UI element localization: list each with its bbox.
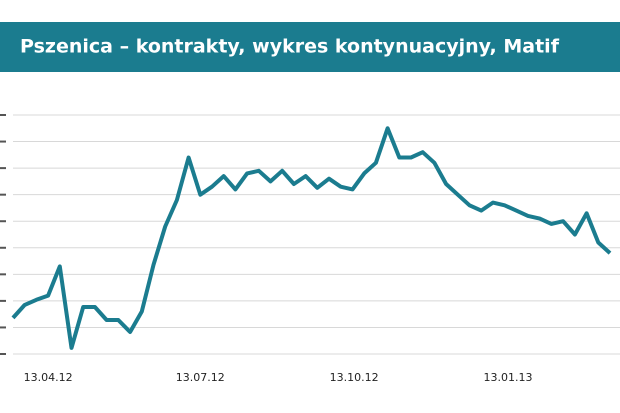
price-line [11, 126, 612, 350]
x-tick-label: 13.04.12 [24, 371, 73, 384]
x-tick-label: 13.07.12 [176, 371, 225, 384]
x-tick-label: 13.01.13 [483, 371, 532, 384]
chart-title: Pszenica – kontrakty, wykres kontynuacyj… [20, 36, 560, 58]
title-banner [0, 22, 620, 72]
x-tick-label: 13.10.12 [330, 371, 379, 384]
